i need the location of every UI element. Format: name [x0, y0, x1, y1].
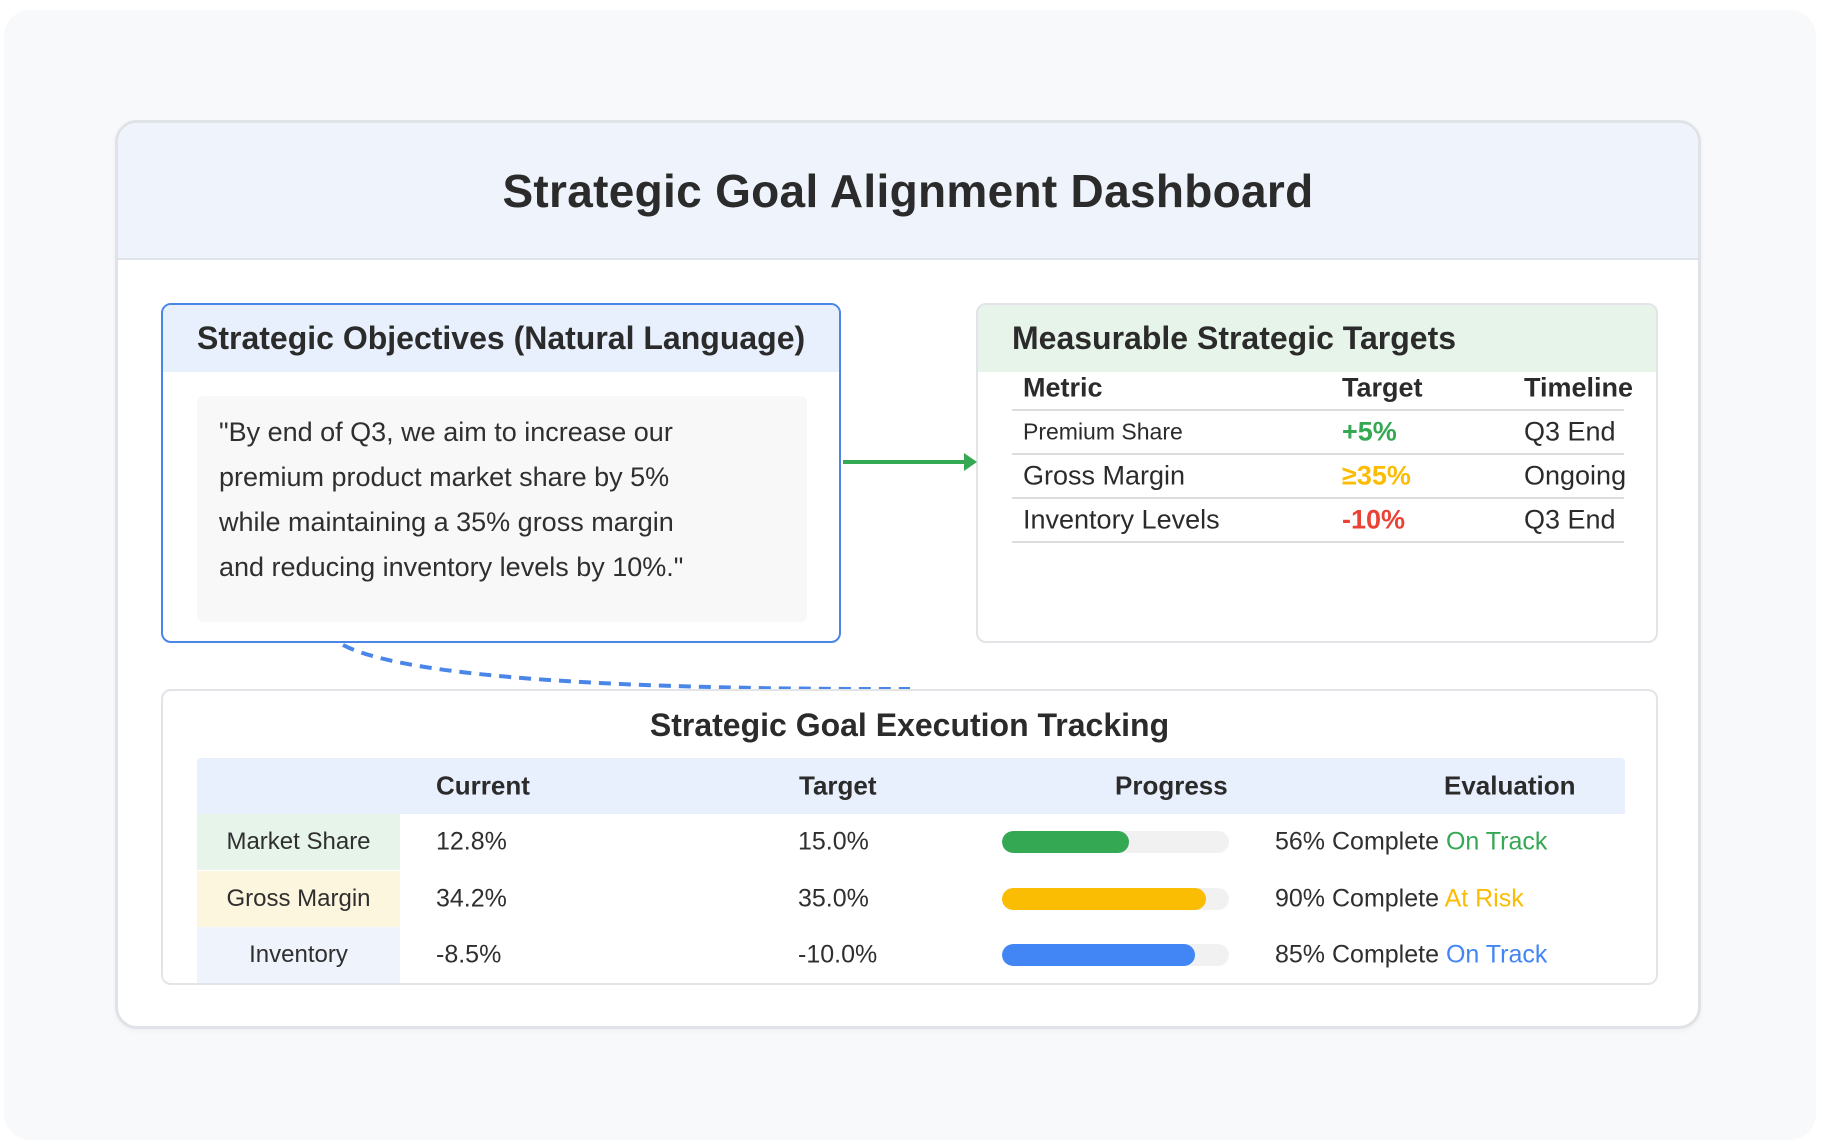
- tracking-row-label: Gross Margin: [197, 871, 400, 927]
- tracking-header-evaluation: Evaluation: [1444, 770, 1576, 801]
- tracking-header-current: Current: [436, 770, 530, 801]
- tracking-evaluation: 90% Complete At Risk: [1275, 885, 1524, 914]
- tracking-header-progress: Progress: [1115, 770, 1228, 801]
- target-timeline: Q3 End: [1524, 504, 1616, 535]
- tracking-header-target: Target: [799, 770, 877, 801]
- evaluation-complete: 56% Complete: [1275, 827, 1439, 856]
- arrowhead-icon: [964, 453, 977, 471]
- targets-table: Metric Target Timeline Premium Share +5%…: [1012, 367, 1633, 543]
- objectives-header: Strategic Objectives (Natural Language): [163, 305, 839, 372]
- target-timeline: Ongoing: [1524, 460, 1627, 491]
- target-metric: Inventory Levels: [1023, 504, 1220, 535]
- tracking-current: 34.2%: [436, 884, 507, 913]
- tracking-row-label: Inventory: [197, 927, 400, 983]
- tracking-current: 12.8%: [436, 827, 507, 856]
- evaluation-complete: 90% Complete: [1275, 884, 1439, 913]
- target-timeline: Q3 End: [1524, 416, 1616, 447]
- tracking-current: -8.5%: [436, 940, 502, 969]
- evaluation-complete: 85% Complete: [1275, 940, 1439, 969]
- status-badge: On Track: [1445, 827, 1548, 856]
- target-metric: Premium Share: [1023, 418, 1183, 445]
- progress-bar: [1002, 944, 1229, 966]
- tracking-evaluation: 56% Complete On Track: [1275, 828, 1547, 857]
- page-title: Strategic Goal Alignment Dashboard: [502, 164, 1314, 217]
- targets-header-timeline: Timeline: [1524, 372, 1634, 403]
- targets-header-metric: Metric: [1023, 372, 1103, 403]
- tracking-card: Strategic Goal Execution Tracking Curren…: [161, 689, 1658, 985]
- table-row: Gross Margin ≥35% Ongoing: [1012, 455, 1627, 499]
- targets-title: Measurable Strategic Targets: [1012, 320, 1457, 356]
- progress-bar: [1002, 888, 1229, 910]
- table-row: Market Share 12.8% 15.0% 56% Complete On…: [197, 814, 1625, 870]
- targets-header-target: Target: [1342, 372, 1423, 403]
- tracking-target: 15.0%: [798, 827, 869, 856]
- tracking-header-row: Current Target Progress Evaluation: [197, 758, 1625, 814]
- table-row: Inventory Levels -10% Q3 End: [1012, 499, 1624, 543]
- progress-bar-fill: [1002, 944, 1195, 966]
- tracking-target: -10.0%: [798, 940, 878, 969]
- table-row: Premium Share +5% Q3 End: [1012, 411, 1624, 455]
- table-row: Inventory -8.5% -10.0% 85% Complete On T…: [197, 927, 1625, 983]
- targets-card: Measurable Strategic Targets Metric Targ…: [976, 303, 1658, 643]
- target-metric: Gross Margin: [1023, 460, 1186, 491]
- status-badge: At Risk: [1444, 884, 1524, 913]
- tracking-title: Strategic Goal Execution Tracking: [649, 707, 1170, 743]
- tracking-evaluation: 85% Complete On Track: [1275, 941, 1547, 970]
- progress-bar-fill: [1002, 831, 1130, 853]
- progress-bar: [1002, 831, 1229, 853]
- targets-header: Measurable Strategic Targets: [978, 305, 1656, 372]
- objectives-title: Strategic Objectives (Natural Language): [197, 320, 806, 356]
- tracking-target: 35.0%: [798, 884, 869, 913]
- tracking-row-label: Market Share: [197, 814, 400, 870]
- target-value: ≥35%: [1342, 460, 1411, 491]
- objective-to-tracking-dashed-link: [342, 643, 911, 692]
- targets-table-header-row: Metric Target Timeline: [1012, 367, 1633, 411]
- objectives-card: Strategic Objectives (Natural Language) …: [161, 303, 841, 643]
- objectives-quote-text: "By end of Q3, we aim to increase our pr…: [219, 417, 684, 582]
- target-value: -10%: [1342, 504, 1406, 535]
- progress-bar-fill: [1002, 888, 1207, 910]
- objectives-quote-box: "By end of Q3, we aim to increase our pr…: [197, 396, 807, 622]
- dashboard-header: Strategic Goal Alignment Dashboard: [118, 123, 1698, 260]
- table-row: Gross Margin 34.2% 35.0% 90% Complete At…: [197, 871, 1625, 927]
- target-value: +5%: [1342, 416, 1397, 447]
- status-badge: On Track: [1445, 940, 1548, 969]
